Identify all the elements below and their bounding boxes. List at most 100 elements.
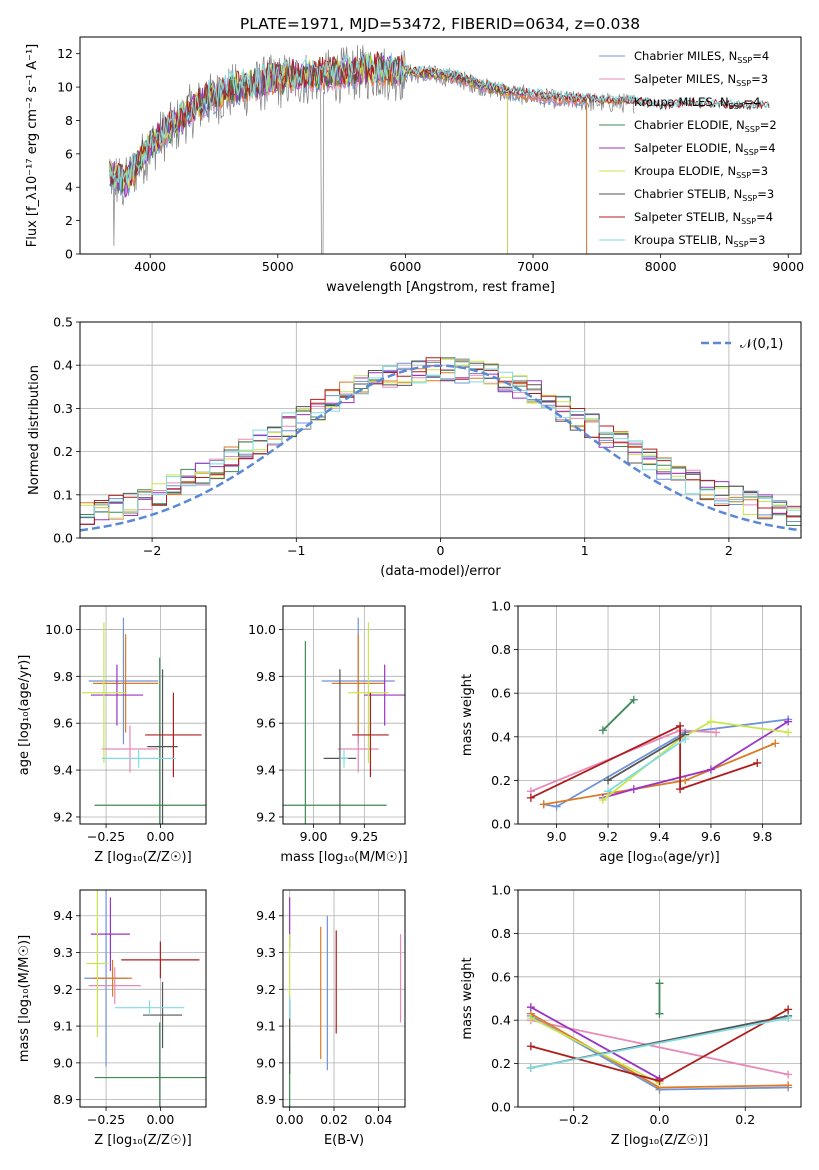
axes-residual-histogram: −2 −1 0 1 2 0.0 0.1 0.2 0.3 0.4 0.5 (data-model)/er… <box>27 315 802 579</box>
y-tick-label: 10 <box>57 80 73 95</box>
data-point <box>784 1081 793 1090</box>
y-tick-label: 8 <box>65 113 73 128</box>
y-tick-label: 6 <box>65 146 73 161</box>
axes-frame <box>79 36 802 255</box>
axes-frame <box>79 605 207 825</box>
y-tick-label: 2 <box>65 213 73 228</box>
y-tick-label: 0.0 <box>53 531 73 546</box>
x-tick-label: 9.00 <box>300 829 328 844</box>
x-tick-label: 0.02 <box>320 1112 348 1127</box>
data-point <box>753 758 762 767</box>
y-tick-label: 9.4 <box>53 763 73 778</box>
y-axis-label: mass weight <box>460 957 475 1039</box>
legend-label: Salpeter MILES, NSSP=3 <box>634 72 768 88</box>
axes-mass-vs-Z: −0.25 0.00 8.9 9.0 9.1 9.2 9.3 9.4 Z [log₁₀(Z/Z☉… <box>17 889 207 1148</box>
x-tick-label: 0.0 <box>650 1112 670 1127</box>
x-tick-label: 6000 <box>390 259 422 274</box>
axes-age-vs-mass: 9.00 9.25 9.2 9.4 9.6 9.8 10.0 mass [log₁₀(M/M☉… <box>248 605 408 865</box>
x-tick-label: 8000 <box>645 259 677 274</box>
x-tick-label: 9.2 <box>598 829 618 844</box>
data-point <box>771 739 780 748</box>
data-point <box>655 1009 664 1018</box>
y-tick-label: 0.6 <box>491 969 511 984</box>
plot-area <box>526 979 793 1094</box>
axes-frame <box>282 889 406 1108</box>
axes-frame <box>282 605 406 825</box>
x-tick-label: −1 <box>287 543 305 558</box>
data-point <box>552 802 561 811</box>
y-tick-label: 0.8 <box>491 642 511 657</box>
y-tick-label: 0.0 <box>491 1100 511 1115</box>
data-point <box>706 717 715 726</box>
legend-label: 𝒩(0,1) <box>740 337 783 352</box>
y-tick-label: 0.3 <box>53 401 73 416</box>
model-spectrum-line <box>108 51 770 191</box>
x-tick-label: −0.2 <box>559 1112 589 1127</box>
axes-mass-weight-vs-age: 9.0 9.2 9.4 9.6 9.8 0.0 0.2 0.4 0.6 0.8 1.0 age [lo… <box>460 599 802 865</box>
data-point <box>655 979 664 988</box>
y-tick-label: 9.0 <box>256 1055 276 1070</box>
series-line <box>530 1017 660 1084</box>
y-tick-label: 9.2 <box>256 982 276 997</box>
y-tick-label: 9.1 <box>256 1019 276 1034</box>
histogram-step <box>80 358 801 518</box>
y-tick-label: 9.6 <box>53 716 73 731</box>
x-tick-label: −0.25 <box>87 829 125 844</box>
x-tick-label: 1 <box>581 543 589 558</box>
data-point <box>629 695 638 704</box>
data-point <box>676 721 685 730</box>
series-line <box>530 724 758 799</box>
y-tick-label: 0.2 <box>491 1056 511 1071</box>
x-axis-label: wavelength [Angstrom, rest frame] <box>326 280 555 295</box>
y-tick-label: 9.3 <box>53 945 73 960</box>
x-tick-label: 4000 <box>134 259 166 274</box>
x-tick-label: 0.00 <box>276 1112 304 1127</box>
x-tick-label: 0 <box>437 543 445 558</box>
x-tick-label: 9.8 <box>752 829 772 844</box>
y-axis-label: age [log₁₀(age/yr)] <box>17 655 32 776</box>
legend-label: Kroupa ELODIE, NSSP=3 <box>634 164 768 180</box>
gaussian-curve <box>80 364 801 532</box>
data-point <box>712 728 721 737</box>
x-tick-label: −0.25 <box>87 1112 125 1127</box>
data-point <box>784 1070 793 1079</box>
y-tick-label: 9.4 <box>53 908 73 923</box>
legend-label: Kroupa STELIB, NSSP=3 <box>634 233 765 249</box>
x-tick-label: 9.25 <box>350 829 378 844</box>
y-axis-label: mass weight <box>460 674 475 756</box>
y-tick-label: 0.1 <box>53 487 73 502</box>
x-axis-label: Z [log₁₀(Z/Z☉)] <box>94 1133 191 1148</box>
x-axis-label: mass [log₁₀(M/M☉)] <box>280 850 407 865</box>
axes-mass-vs-ebv: 0.00 0.02 0.04 8.9 9.0 9.1 9.2 9.3 9.4 E(B-V) <box>256 889 406 1148</box>
series-line <box>530 1017 789 1069</box>
plot-area <box>80 357 801 532</box>
y-tick-label: 0.5 <box>53 315 73 330</box>
plot-area <box>289 897 402 1107</box>
data-point <box>784 717 793 726</box>
y-tick-label: 8.9 <box>53 1092 73 1107</box>
axes-frame <box>79 889 207 1108</box>
data-point <box>681 776 690 785</box>
y-tick-label: 9.0 <box>53 1055 73 1070</box>
axes-age-vs-Z: −0.25 0.00 9.2 9.4 9.6 9.8 10.0 Z [log₁₀(Z/Z☉)]… <box>17 605 207 865</box>
series-line <box>607 738 686 793</box>
plot-area <box>526 695 793 811</box>
x-tick-label: 0.04 <box>364 1112 392 1127</box>
x-tick-label: 0.00 <box>146 1112 174 1127</box>
axes-frame <box>517 605 802 825</box>
y-tick-label: 10.0 <box>45 622 73 637</box>
plot-area <box>84 890 206 1107</box>
data-point <box>526 1014 535 1023</box>
y-tick-label: 1.0 <box>491 883 511 898</box>
y-tick-label: 12 <box>57 46 73 61</box>
y-tick-label: 0.4 <box>491 729 511 744</box>
y-tick-label: 9.1 <box>53 1019 73 1034</box>
axes-spectrum: 4000 5000 6000 7000 8000 9000 0 2 4 6 8 10 12 wavelen… <box>25 36 804 295</box>
plot-area <box>82 617 206 824</box>
y-tick-label: 9.2 <box>53 982 73 997</box>
y-axis-label: Normed distribution <box>27 365 42 495</box>
series-line <box>607 733 686 782</box>
data-point <box>604 776 613 785</box>
y-tick-label: 0 <box>65 247 73 262</box>
